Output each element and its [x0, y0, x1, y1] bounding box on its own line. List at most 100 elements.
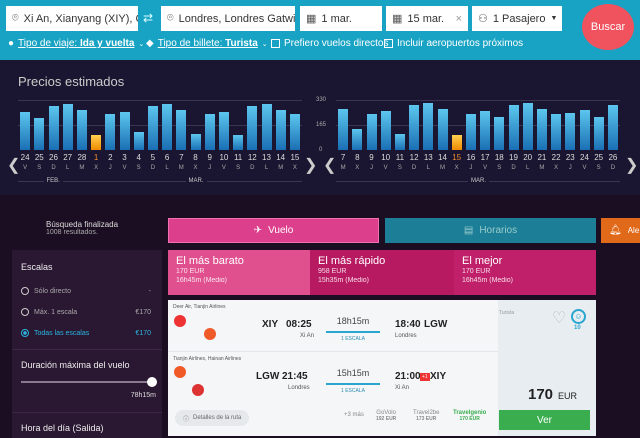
day-label[interactable]: 15 — [452, 153, 462, 162]
day-label[interactable]: 4 — [136, 153, 141, 162]
nearby-airports-checkbox[interactable]: Incluir aeropuertos próximos — [384, 38, 523, 49]
day-label[interactable]: 2 — [108, 153, 113, 162]
price-bar[interactable] — [289, 114, 300, 150]
search-button[interactable]: Buscar — [582, 4, 634, 50]
price-bar[interactable] — [133, 132, 144, 150]
price-bar[interactable] — [536, 109, 547, 150]
price-bar[interactable] — [105, 114, 116, 150]
price-bar[interactable] — [366, 113, 377, 150]
day-label[interactable]: 13 — [423, 153, 433, 162]
day-label[interactable]: 24 — [580, 153, 589, 162]
prev-arrow-icon[interactable]: ❮ — [7, 157, 21, 174]
day-label[interactable]: 5 — [150, 153, 156, 162]
price-bar[interactable] — [437, 109, 448, 150]
day-label[interactable]: 14 — [276, 153, 286, 162]
price-bar[interactable] — [551, 113, 562, 150]
best-cheapest[interactable]: El más barato 170 EUR 16h45m (Medio) — [168, 250, 310, 295]
direct-flights-checkbox[interactable]: Prefiero vuelos directos — [271, 38, 389, 49]
day-label[interactable]: 6 — [164, 153, 170, 162]
price-bar[interactable] — [119, 112, 130, 150]
next-arrow-icon[interactable]: ❯ — [304, 157, 318, 174]
tab-schedule[interactable]: ▤ Horarios — [385, 218, 596, 243]
price-bar[interactable] — [451, 135, 462, 150]
return-leg[interactable]: Tianjin Airlines, Hainan Airlines LGW 21… — [168, 351, 498, 401]
price-bar[interactable] — [338, 109, 349, 150]
clear-icon[interactable]: × — [455, 12, 462, 25]
day-label[interactable]: 27 — [63, 153, 73, 162]
price-bar[interactable] — [409, 105, 420, 150]
price-bar[interactable] — [62, 103, 73, 150]
day-label[interactable]: 19 — [509, 153, 518, 162]
price-bar[interactable] — [204, 113, 215, 150]
day-label[interactable]: 15 — [290, 153, 300, 162]
day-label[interactable]: 18 — [494, 153, 504, 162]
price-bar[interactable] — [247, 105, 258, 150]
price-bar[interactable] — [380, 111, 391, 150]
price-bar[interactable] — [218, 111, 229, 150]
destination-field[interactable]: ⌾Londres, Londres Gatwic ... — [161, 6, 295, 31]
day-label[interactable]: 22 — [551, 153, 561, 162]
price-bar[interactable] — [480, 111, 491, 150]
price-bar[interactable] — [261, 103, 272, 150]
day-label[interactable]: 3 — [122, 153, 127, 162]
vendor-travelgenio[interactable]: Travelgenio 170 EUR — [453, 410, 487, 422]
best-fastest[interactable]: El más rápido 958 EUR 15h35m (Medio) — [310, 250, 454, 295]
stops-option-1[interactable]: Máx. 1 escala €170 — [21, 308, 151, 316]
best-overall[interactable]: El mejor 170 EUR 16h45m (Medio) — [454, 250, 596, 295]
stops-option-all[interactable]: Todas las escalas €170 — [21, 329, 151, 337]
return-date-field[interactable]: ▦ 15 mar. × — [386, 6, 468, 31]
price-bar[interactable] — [34, 118, 45, 150]
price-bar[interactable] — [607, 105, 618, 150]
day-label[interactable]: 13 — [262, 153, 271, 162]
day-label[interactable]: 10 — [381, 153, 391, 162]
price-bar[interactable] — [494, 116, 505, 150]
next-arrow-icon[interactable]: ❯ — [625, 157, 639, 174]
day-label[interactable]: 11 — [233, 153, 243, 162]
price-bar[interactable] — [565, 112, 576, 150]
stops-option-direct[interactable]: Sólo directo - — [21, 287, 151, 295]
favorite-heart-icon[interactable]: ♡ — [552, 310, 567, 327]
day-label[interactable]: 8 — [355, 153, 360, 162]
slider-handle[interactable] — [147, 377, 157, 387]
price-bar[interactable] — [465, 113, 476, 150]
trip-type-select[interactable]: ● Tipo de viaje: Ida y vuelta ⌄ — [8, 38, 145, 49]
day-label[interactable]: 11 — [395, 153, 405, 162]
price-bar[interactable] — [508, 105, 519, 150]
prev-arrow-icon[interactable]: ❮ — [323, 157, 337, 174]
day-label[interactable]: 7 — [179, 153, 184, 162]
price-bar[interactable] — [394, 134, 405, 150]
day-label[interactable]: 8 — [193, 153, 198, 162]
duration-slider[interactable] — [21, 377, 157, 387]
price-bar[interactable] — [352, 129, 363, 150]
price-bar[interactable] — [275, 109, 286, 150]
price-bar[interactable] — [233, 135, 244, 150]
vendor-travel2be[interactable]: Travel2be 173 EUR — [413, 410, 440, 422]
tab-alert[interactable]: 🔔︎ Ale — [601, 218, 640, 243]
swap-icon[interactable]: ⇄ — [143, 11, 154, 25]
day-label[interactable]: 25 — [34, 153, 44, 162]
route-details-button[interactable]: ⓘ Detalles de la ruta — [175, 410, 250, 426]
day-label[interactable]: 17 — [480, 153, 490, 162]
ticket-type-select[interactable]: ◆ Tipo de billete: Turista ⌄ — [146, 38, 268, 49]
price-bar[interactable] — [162, 103, 173, 150]
day-label[interactable]: 26 — [608, 153, 618, 162]
outbound-leg[interactable]: Deer Air, Tianjin Airlines XIY 08:25 Xi … — [168, 300, 498, 350]
day-label[interactable]: 12 — [409, 153, 419, 162]
day-label[interactable]: 28 — [77, 153, 87, 162]
day-label[interactable]: 23 — [565, 153, 575, 162]
passengers-select[interactable]: ⚇ 1 Pasajero ▼ — [472, 6, 562, 31]
more-vendors-link[interactable]: +3 más — [344, 412, 364, 418]
day-label[interactable]: 12 — [247, 153, 257, 162]
day-label[interactable]: 21 — [537, 153, 547, 162]
view-button[interactable]: Ver — [499, 410, 590, 430]
day-label[interactable]: 7 — [340, 153, 346, 162]
day-label[interactable]: 26 — [49, 153, 58, 162]
day-label[interactable]: 20 — [523, 153, 533, 162]
day-label[interactable]: 24 — [20, 153, 30, 162]
price-bar[interactable] — [20, 112, 31, 150]
day-label[interactable]: 9 — [369, 153, 374, 162]
price-bar[interactable] — [593, 116, 604, 150]
day-label[interactable]: 16 — [466, 153, 476, 162]
origin-field[interactable]: ⌾Xi An, Xianyang (XIY), China — [6, 6, 138, 31]
depart-date-field[interactable]: ▦ 1 mar. — [300, 6, 382, 31]
